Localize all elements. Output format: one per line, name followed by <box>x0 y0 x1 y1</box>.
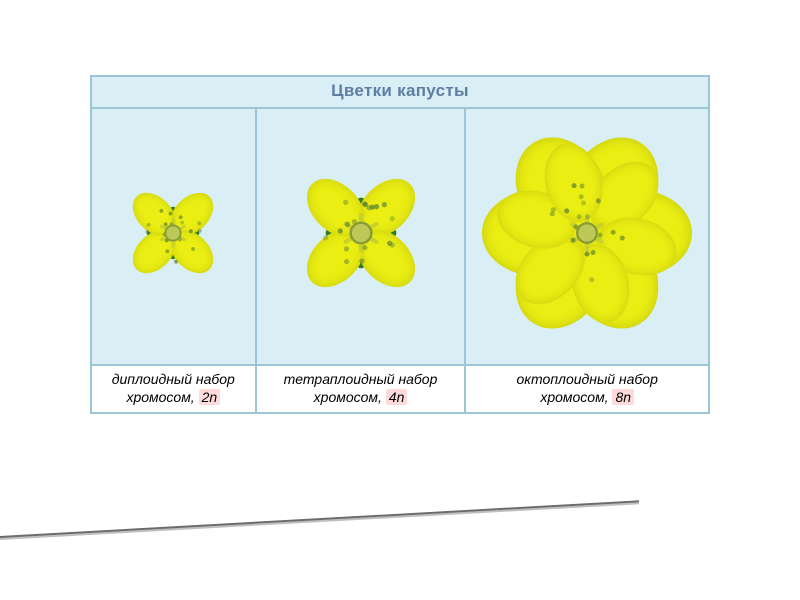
label-8n-line1: октоплоидный набор <box>517 371 658 387</box>
flower-cell-8n <box>465 108 709 365</box>
flower-cell-4n <box>256 108 466 365</box>
ploidy-8n: 8n <box>612 389 634 405</box>
label-4n-line1: тетраплоидный набор <box>284 371 438 387</box>
flower-cell-2n <box>91 108 256 365</box>
ploidy-4n: 4n <box>386 389 408 405</box>
label-2n-line2: хромосом, <box>126 389 198 405</box>
label-2n: диплоидный набор хромосом, 2n <box>91 365 256 413</box>
slide: Цветки капусты диплоидный набор хромосом… <box>0 0 800 600</box>
ploidy-2n: 2n <box>199 389 221 405</box>
decorative-line-1 <box>0 502 639 540</box>
decorative-line-2 <box>0 500 639 538</box>
flower-octoploid <box>482 128 692 338</box>
flower-diploid <box>119 178 228 287</box>
label-4n-line2: хромосом, <box>314 389 386 405</box>
label-8n: октоплоидный набор хромосом, 8n <box>465 365 709 413</box>
flower-tetraploid <box>266 139 455 328</box>
label-8n-line2: хромосом, <box>540 389 612 405</box>
label-2n-line1: диплоидный набор <box>112 371 235 387</box>
polyploidy-table: Цветки капусты диплоидный набор хромосом… <box>90 75 710 414</box>
label-4n: тетраплоидный набор хромосом, 4n <box>256 365 466 413</box>
table-title: Цветки капусты <box>91 76 709 108</box>
